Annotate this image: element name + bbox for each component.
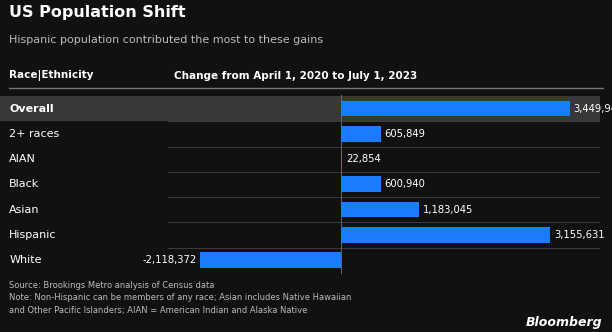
Text: Bloomberg: Bloomberg [526,316,603,329]
Text: 2+ races: 2+ races [9,129,59,139]
Bar [0,96,168,121]
Text: Change from April 1, 2020 to July 1, 2023: Change from April 1, 2020 to July 1, 202… [174,71,417,81]
Text: 3,155,631: 3,155,631 [554,230,605,240]
Text: Hispanic: Hispanic [9,230,57,240]
Text: AIAN: AIAN [9,154,36,164]
Text: 605,849: 605,849 [384,129,425,139]
Bar [341,101,570,116]
Bar [341,151,342,167]
Text: 3,449,947: 3,449,947 [573,104,612,114]
Bar [341,176,381,192]
Bar [200,252,341,268]
Text: 22,854: 22,854 [346,154,381,164]
Text: Source: Brookings Metro analysis of Census data
Note: Non-Hispanic can be member: Source: Brookings Metro analysis of Cens… [9,281,351,315]
Text: Asian: Asian [9,205,40,214]
Bar [341,227,550,243]
Text: US Population Shift: US Population Shift [9,5,186,20]
Text: 600,940: 600,940 [384,179,425,189]
Text: Hispanic population contributed the most to these gains: Hispanic population contributed the most… [9,35,323,45]
Bar [168,96,600,121]
Bar [341,126,381,141]
Text: 1,183,045: 1,183,045 [423,205,473,214]
Text: Race|Ethnicity: Race|Ethnicity [9,70,94,81]
Text: White: White [9,255,42,265]
Text: -2,118,372: -2,118,372 [143,255,197,265]
Bar [341,202,419,217]
Text: Overall: Overall [9,104,54,114]
Text: Black: Black [9,179,39,189]
